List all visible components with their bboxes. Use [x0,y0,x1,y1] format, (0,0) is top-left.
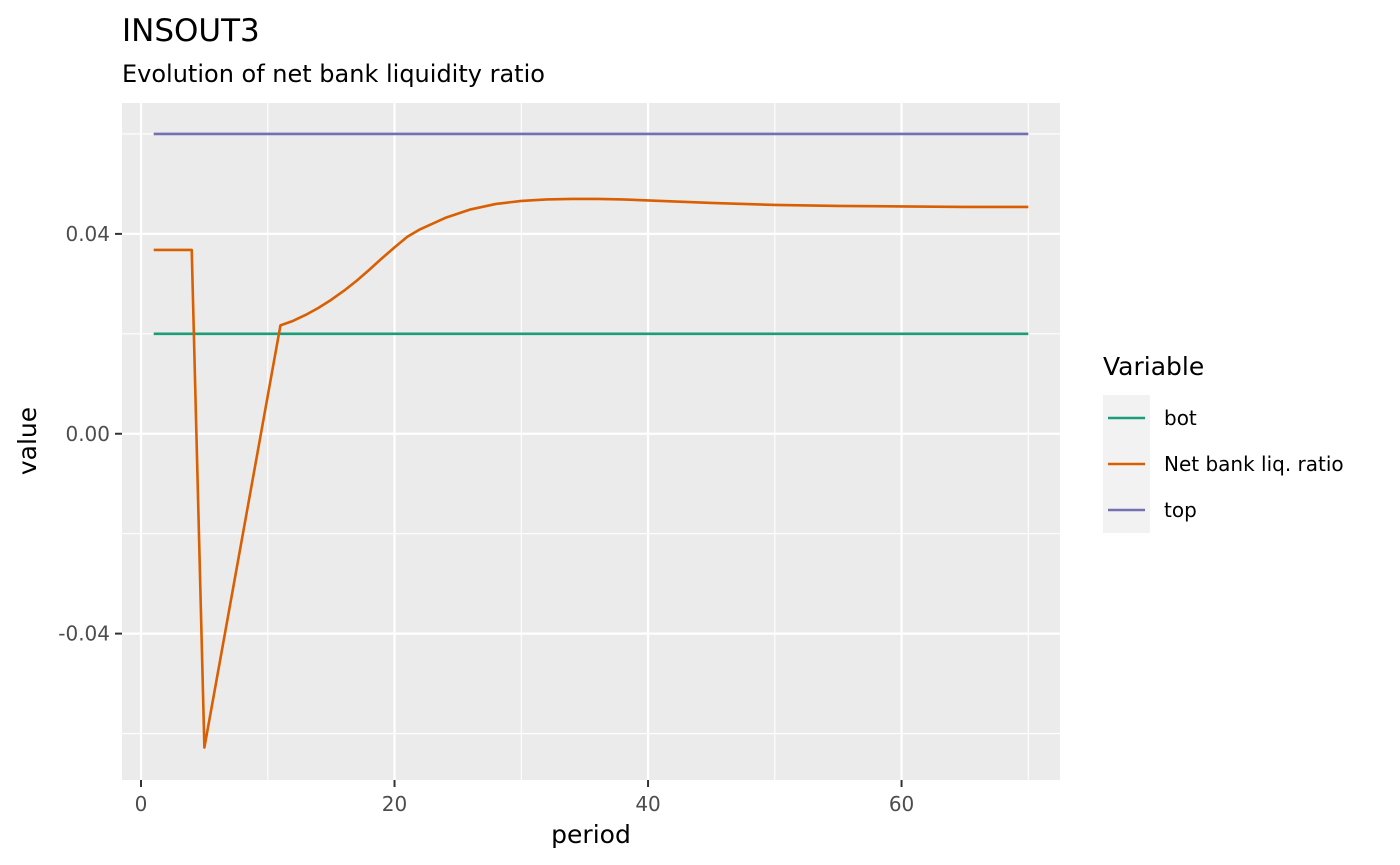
y-tick-label: 0.00 [65,422,110,446]
legend-label-top: top [1164,498,1197,522]
x-tick-label: 20 [382,792,407,816]
chart-title: INSOUT3 [122,13,260,49]
y-tick-label: -0.04 [58,622,110,646]
plot-panel [122,103,1060,780]
x-axis: 0 20 40 60 [135,780,914,816]
legend-title: Variable [1103,352,1204,381]
x-tick-label: 40 [635,792,660,816]
y-axis: -0.04 0.00 0.04 [58,222,122,646]
series-lines [153,132,1029,749]
y-tick-label: 0.04 [65,222,110,246]
legend-items: bot Net bank liq. ratio top [1103,395,1344,533]
major-gridlines [122,103,1060,780]
legend-label-bot: bot [1164,406,1197,430]
legend: Variable bot Net bank liq. ratio top [1103,352,1344,533]
y-axis-title: value [13,407,42,475]
x-tick-label: 0 [135,792,148,816]
chart-subtitle: Evolution of net bank liquidity ratio [122,60,545,88]
x-tick-label: 60 [889,792,914,816]
series-line-net-bank-liq-ratio [153,197,1029,749]
x-axis-title: period [551,820,631,849]
legend-label-net-bank-liq-ratio: Net bank liq. ratio [1164,452,1344,476]
